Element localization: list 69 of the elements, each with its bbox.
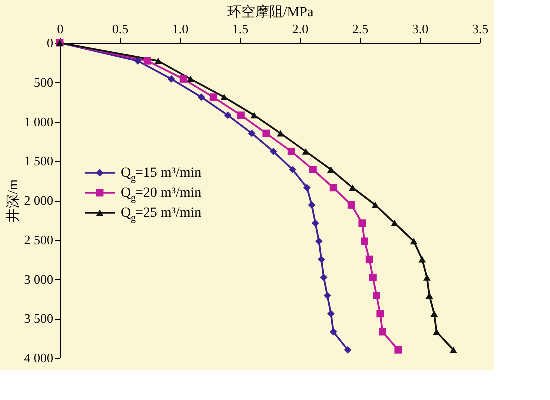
point [344,346,352,354]
point [248,130,256,138]
point [330,328,338,336]
point [430,310,438,318]
point [198,94,206,102]
y-tick-label: 2 000 [24,193,54,208]
point [168,76,176,83]
point [144,57,152,65]
point [410,238,418,245]
y-tick-label: 1 500 [24,154,54,169]
x-tick-label: 1.0 [172,22,189,36]
point [134,57,142,65]
point [289,166,297,174]
point [327,310,335,318]
point [270,148,278,156]
point [187,76,195,82]
y-tick-label: 2 500 [24,232,54,248]
x-tick-label: 2.5 [352,22,369,36]
x-tick-label: 2.0 [292,22,309,36]
point [433,328,441,336]
point [423,274,431,281]
point [180,76,188,83]
point [220,94,228,101]
point [426,292,434,299]
point [309,166,317,174]
point [348,202,356,209]
point [277,130,285,137]
x-tick-label: 0.5 [112,22,129,36]
point [379,328,387,336]
point [324,292,332,300]
x-tick-label: 0 [57,22,64,36]
x-axis-title: 环空摩阻/MPa [227,4,314,20]
point [315,238,323,246]
point [237,112,245,120]
x-tick-label: 3.5 [472,22,489,36]
point [303,184,311,192]
point [373,292,381,300]
y-tick-label: 0 [47,36,54,50]
point [366,256,374,264]
y-tick-label: 4 000 [24,350,54,366]
point [418,256,426,263]
x-tick-label: 1.5 [232,22,249,36]
point [376,310,384,318]
point [288,148,296,156]
y-tick-label: 3 000 [24,272,54,287]
point [330,184,338,192]
point [361,238,369,246]
y-axis-title: 井深/m [5,180,22,222]
point [224,112,232,120]
y-tick-label: 3 500 [24,311,54,326]
point [327,166,335,173]
y-tick-label: 1 000 [24,114,54,130]
point [302,148,310,155]
point [312,220,320,228]
point [318,256,326,264]
point [391,220,399,227]
x-tick-label: 3.0 [412,22,429,36]
point [394,346,402,354]
point [450,346,458,354]
point [369,274,377,282]
point [154,58,162,64]
point [320,274,328,282]
point [210,94,218,102]
point [349,184,357,192]
y-tick-label: 500 [34,74,54,90]
point [358,220,366,228]
point [250,112,258,119]
point [262,130,270,138]
point [372,202,380,208]
